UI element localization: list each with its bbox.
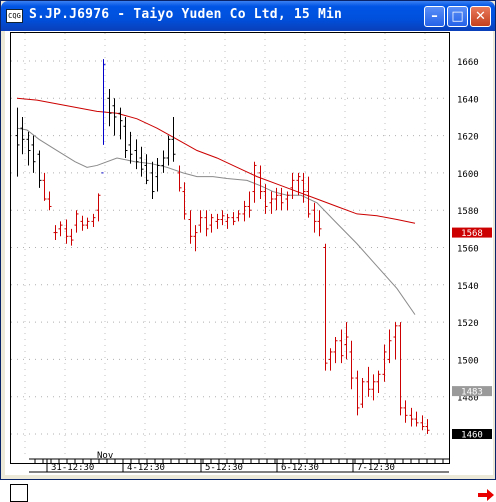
corner-box[interactable] [10, 484, 28, 502]
minimize-icon: – [431, 9, 438, 24]
x-tick-label: 31-12:30 [51, 463, 94, 473]
price-marker-label: 1483 [461, 388, 483, 398]
maximize-icon: □ [451, 9, 464, 24]
y-tick-label: 1600 [457, 170, 479, 180]
minimize-button[interactable]: – [424, 6, 445, 27]
price-chart[interactable]: 1460 1480 1500 1520 1540 1560 1580 1600 1620 1640… [5, 31, 493, 475]
y-tick-label: 1620 [457, 133, 479, 143]
moving-average-fast-line [16, 127, 416, 315]
x-tick-label: 4-12:30 [127, 463, 165, 473]
chart-area[interactable]: 1460 1480 1500 1520 1540 1560 1580 1600 1620 1640… [5, 31, 494, 502]
window-title: S.JP.J6976 - Taiyo Yuden Co Ltd, 15 Min [29, 7, 343, 22]
y-tick-label: 1540 [457, 282, 479, 292]
y-tick-label: 1580 [457, 207, 479, 217]
y-tick-label: 1660 [457, 58, 479, 68]
price-marker-label: 1460 [461, 431, 483, 441]
moving-average-slow-line [16, 97, 416, 224]
title-bar[interactable]: CQG S.JP.J6976 - Taiyo Yuden Co Ltd, 15 … [1, 1, 495, 31]
close-button[interactable]: ✕ [470, 6, 491, 27]
y-tick-label: 1480 [457, 394, 479, 404]
price-marker-label: 1568 [461, 229, 483, 239]
price-marker [452, 429, 492, 439]
app-icon[interactable]: CQG [6, 9, 23, 23]
x-tick-label: 5-12:30 [205, 463, 243, 473]
x-tick-label: 7-12:30 [357, 463, 395, 473]
scroll-right-arrow-icon[interactable] [477, 488, 495, 502]
x-tick-label: 6-12:30 [281, 463, 319, 473]
y-tick-label: 1640 [457, 95, 479, 105]
maximize-button[interactable]: □ [447, 6, 468, 27]
x-top-label: Nov [97, 451, 113, 461]
price-marker [452, 386, 492, 397]
close-icon: ✕ [475, 9, 486, 24]
y-tick-label: 1500 [457, 356, 479, 366]
y-tick-label: 1520 [457, 319, 479, 329]
price-marker [452, 227, 492, 238]
y-tick-label: 1560 [457, 245, 479, 255]
